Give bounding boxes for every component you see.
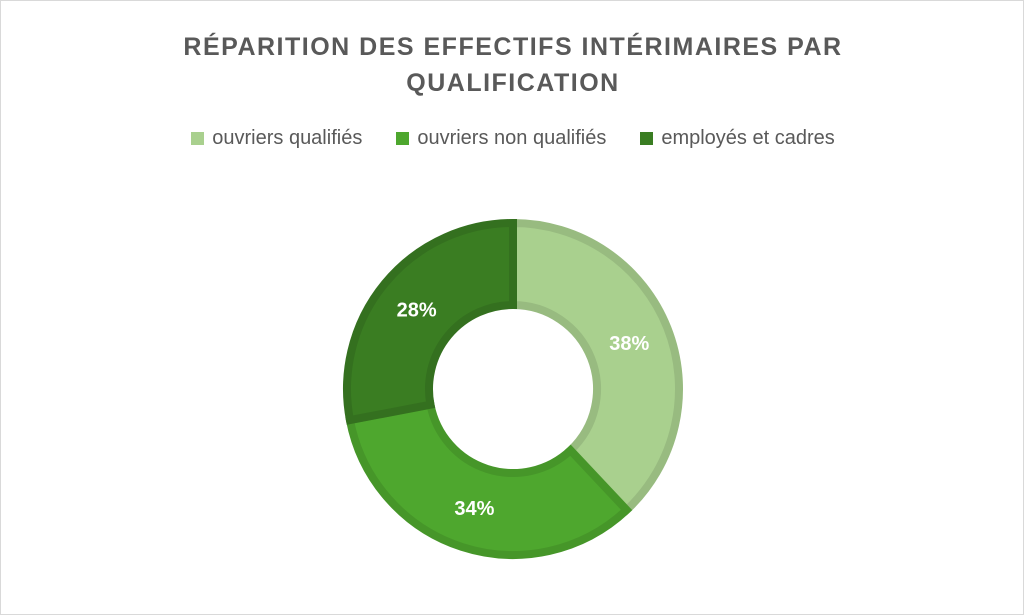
legend: ouvriers qualifiés ouvriers non qualifié…	[1, 127, 1024, 150]
legend-label: employés et cadres	[661, 127, 835, 149]
legend-item-ouvriers-qualifies: ouvriers qualifiés	[191, 127, 362, 150]
donut-slice-0	[509, 218, 683, 516]
legend-label: ouvriers non qualifiés	[417, 127, 607, 149]
legend-label: ouvriers qualifiés	[212, 127, 363, 149]
legend-swatch	[396, 132, 410, 145]
legend-swatch	[640, 132, 654, 145]
data-label-0: 38%	[609, 333, 649, 355]
chart-title: RÉPARITION DES EFFECTIFS INTÉRIMAIRES PA…	[183, 33, 843, 97]
legend-item-ouvriers-non-qualifies: ouvriers non qualifiés	[396, 127, 606, 150]
donut-slice-2	[343, 218, 517, 425]
donut-slice-1	[345, 400, 633, 559]
data-label-1: 34%	[454, 498, 494, 520]
legend-swatch	[191, 132, 205, 145]
legend-item-employes-et-cadres: employés et cadres	[640, 127, 835, 150]
data-label-2: 28%	[397, 299, 437, 321]
